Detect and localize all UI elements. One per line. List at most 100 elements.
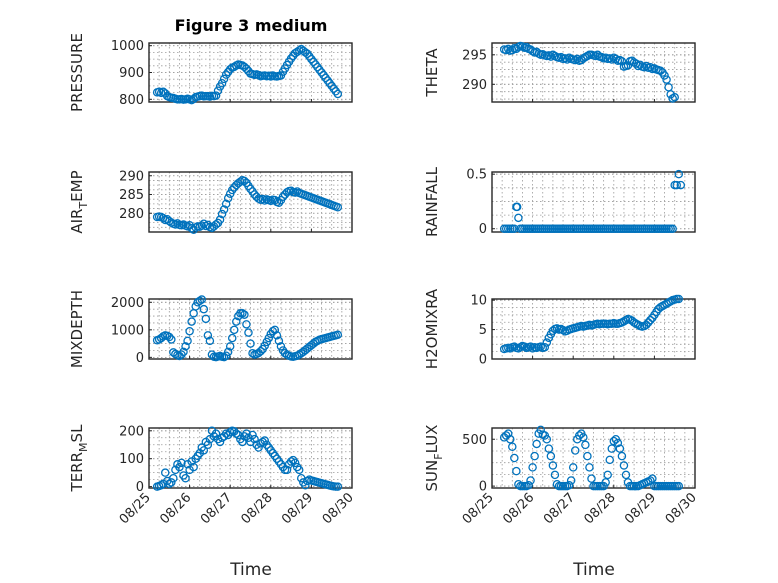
- chart-6-point: [203, 440, 213, 449]
- chart-3-point: [514, 213, 523, 223]
- chart-4-point: [244, 328, 253, 337]
- chart-5-ytick-label: 5: [479, 323, 487, 338]
- chart-4-ytick-label: 1000: [111, 323, 144, 338]
- chart-6-point: [215, 437, 225, 447]
- chart-4-point: [225, 342, 235, 351]
- chart-6-ytick-label: 0: [136, 480, 144, 495]
- chart-4-point: [272, 331, 282, 340]
- figure-title: Figure 3 medium: [175, 16, 328, 35]
- chart-7-point: [617, 451, 627, 461]
- chart-7-point: [526, 476, 535, 485]
- chart-4-point: [199, 304, 209, 314]
- chart-3-ytick-label: 0: [479, 222, 487, 237]
- chart-7-point: [609, 436, 619, 446]
- chart-6-xtick-label: 08/27: [198, 490, 235, 527]
- chart-4-point: [274, 336, 284, 346]
- chart-4-point: [167, 335, 176, 344]
- chart-7-ylabel: SUNFLUX: [423, 425, 445, 492]
- chart-6-point: [225, 427, 235, 437]
- chart-7-point: [524, 480, 533, 490]
- chart-0-point: [333, 89, 343, 99]
- chart-0-ytick-label: 800: [119, 93, 144, 108]
- chart-5-ytick-label: 0: [479, 353, 487, 368]
- chart-3-point: [668, 224, 677, 233]
- chart-2-ytick-label: 285: [119, 188, 144, 203]
- chart-7-point: [607, 444, 617, 453]
- chart-7-xtick-label: 08/27: [541, 490, 578, 527]
- chart-6-point: [199, 446, 209, 455]
- chart-3-markers: [499, 169, 686, 233]
- chart-6-point: [242, 429, 251, 438]
- chart-4-point: [256, 347, 265, 356]
- chart-7-xtick-label: 08/25: [460, 490, 497, 527]
- chart-6-point: [254, 443, 263, 452]
- chart-3-point: [510, 224, 519, 233]
- chart-4-point: [333, 330, 343, 340]
- chart-6-point: [234, 430, 243, 440]
- chart-6-xtick-label: 08/26: [157, 490, 194, 527]
- chart-2-ylabel-main: AIR: [68, 209, 86, 234]
- chart-4-point: [219, 352, 229, 362]
- chart-2-ytick-label: 280: [119, 207, 144, 222]
- chart-7-point: [575, 431, 584, 440]
- chart-6-ylabel-sub: M: [77, 442, 90, 452]
- chart-5-point: [540, 342, 550, 352]
- chart-1-point: [660, 71, 669, 80]
- chart-7-point: [530, 451, 539, 461]
- x-axis-label-right: Time: [572, 560, 615, 580]
- chart-7-point: [613, 438, 623, 448]
- x-axis-label-left: Time: [229, 560, 272, 580]
- chart-7-point: [544, 444, 554, 453]
- chart-7-axes: 0 500 08/25 08/26 08/27 08/28 08/29 08/30 SUNFLU…: [423, 425, 700, 528]
- chart-4-point: [242, 320, 251, 329]
- chart-2-frame: [148, 171, 353, 233]
- chart-1-point: [573, 54, 582, 64]
- chart-6-point: [175, 462, 184, 472]
- chart-7-point: [646, 476, 655, 485]
- chart-7-point: [619, 461, 629, 470]
- chart-4-point: [195, 296, 204, 306]
- chart-3-ytick-label: 0.5: [466, 168, 487, 183]
- chart-2-markers: [152, 175, 343, 234]
- chart-4-ytick-label: 0: [136, 351, 144, 366]
- chart-7-point: [583, 451, 592, 461]
- chart-3-point: [674, 169, 684, 179]
- chart-7-point: [585, 463, 594, 472]
- chart-4-point: [227, 333, 237, 343]
- chart-5-markers: [499, 294, 684, 354]
- chart-7-point: [615, 444, 625, 453]
- chart-6-point: [301, 480, 310, 490]
- chart-6-ylabel-main: TERR: [68, 452, 86, 493]
- chart-4-point: [205, 336, 215, 346]
- chart-3-ylabel: RAINFALL: [423, 166, 441, 237]
- chart-4-point: [238, 309, 247, 318]
- chart-7-point: [601, 478, 610, 487]
- chart-7-xtick-label: 08/29: [622, 490, 659, 527]
- chart-2-point: [219, 205, 229, 214]
- chart-7-point: [546, 451, 556, 461]
- chart-2-point: [223, 193, 233, 203]
- chart-4-point: [201, 314, 211, 324]
- chart-2-point: [221, 199, 231, 209]
- chart-4-point: [230, 325, 239, 335]
- chart-0-axes: 800 900 1000 PRESSURE: [68, 33, 353, 112]
- chart-7-point: [528, 463, 537, 472]
- chart-2-ylabel-sub: T: [77, 202, 90, 210]
- chart-7-point: [512, 466, 521, 476]
- chart-1-point: [664, 83, 673, 92]
- chart-2-point: [227, 185, 237, 195]
- chart-4-point: [191, 302, 200, 311]
- chart-4-point: [185, 326, 194, 336]
- chart-4-markers: [152, 295, 343, 362]
- chart-4-point: [246, 339, 255, 348]
- chart-4-point: [187, 317, 196, 326]
- chart-3-point: [676, 180, 686, 190]
- chart-4-point: [223, 347, 233, 357]
- chart-7-point: [605, 455, 614, 465]
- chart-7-point: [503, 429, 513, 438]
- chart-7-point: [568, 463, 578, 472]
- chart-4-point: [179, 347, 188, 357]
- chart-2-point: [258, 194, 267, 204]
- chart-1-point: [503, 44, 513, 54]
